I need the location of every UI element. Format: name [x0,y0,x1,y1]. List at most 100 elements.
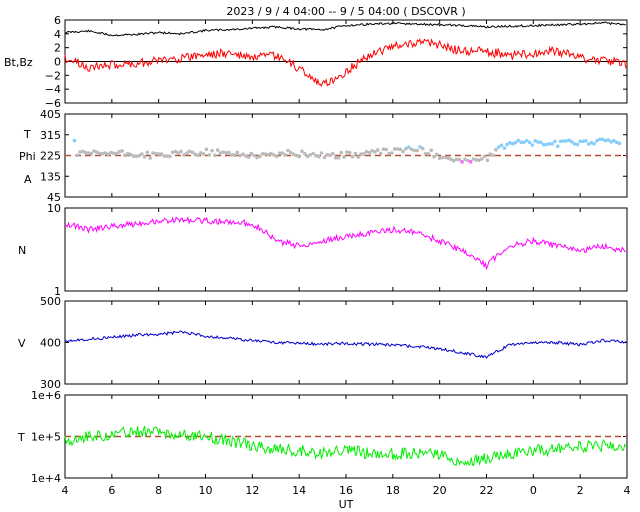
phi-point [477,158,481,162]
y-tick-label: 0 [54,56,61,69]
y-tick-label: −4 [45,83,61,96]
bz-line [64,38,627,88]
phi-point [398,147,403,152]
x-tick-label: 4 [624,484,631,497]
phi-point [86,151,91,155]
x-tick-label: 4 [62,484,69,497]
phi-point [558,139,563,144]
phi-point [317,155,321,159]
phi-point [525,138,529,143]
phi-point [300,149,304,153]
phi-point [395,147,400,151]
y-tick-label: 1e+4 [31,472,61,485]
phi-point [106,152,110,156]
phi-point [179,149,183,154]
phi-point [432,154,436,159]
phi-point [280,151,285,155]
phi-point [182,153,186,157]
phi-point [314,153,318,158]
y-tick-label: 6 [54,14,61,27]
phi-point [255,155,259,160]
phi-point [339,150,344,155]
phi-point [564,139,568,143]
ylabel-phi: Phi [19,150,36,163]
panel-frame [64,207,628,292]
y-tick-label: −2 [45,69,61,82]
phi-point [381,147,386,151]
phi-point [466,158,470,163]
phi-point [463,157,467,161]
phi-point [609,140,613,144]
panel-density: N 10 1 [18,202,628,298]
phi-point [137,153,141,158]
y-tick-label: 1e+5 [31,431,61,444]
phi-point [421,146,425,151]
phi-point [373,150,377,154]
y-tick-label: 500 [40,295,61,308]
chart-title: 2023 / 9 / 4 04:00 -- 9 / 5 04:00 ( DSCO… [226,5,465,18]
phi-point [100,151,105,156]
phi-point [603,138,608,143]
phi-point [376,148,380,152]
phi-point [429,148,434,153]
panel-phi: T Phi A 405 315 225 135 45 [19,108,628,204]
phi-point [482,154,487,159]
phi-point [516,138,521,143]
ylabel-a: A [24,173,32,186]
phi-point [404,147,408,151]
phi-point [156,152,161,156]
phi-point [227,150,231,155]
phi-point [170,150,175,155]
phi-point [154,151,158,156]
phi-point [120,149,124,153]
phi-point [494,147,498,152]
phi-point [589,140,594,145]
phi-point [224,151,228,155]
y-tick-label: 405 [40,108,61,121]
phi-point [536,140,540,144]
y-tick-label: 1e+6 [31,389,61,402]
phi-point [95,150,99,154]
phi-point [168,154,172,159]
phi-point [260,152,265,156]
phi-point [185,151,189,155]
phi-point [142,155,147,159]
phi-point [283,153,287,157]
y-tick-label: 300 [40,378,61,391]
phi-point [539,140,543,145]
phi-point [480,157,484,161]
phi-point [485,158,490,163]
phi-point [530,143,535,147]
phi-point [415,148,420,153]
phi-point [435,152,439,157]
x-tick-label: 20 [433,484,447,497]
phi-point [423,151,428,156]
y-tick-label: 1 [54,285,61,298]
phi-point [238,153,242,158]
ylabel-v: V [18,337,26,350]
phi-point [311,151,316,156]
phi-point [131,154,136,158]
phi-point [370,149,375,153]
phi-point [457,157,462,162]
phi-point [446,156,450,160]
phi-point [451,158,456,163]
phi-point [527,140,532,145]
phi-point [272,153,276,157]
phi-point [614,140,619,145]
phi-point [288,150,293,155]
phi-point [319,151,324,155]
phi-point [277,151,282,155]
x-tick-label: 2 [577,484,584,497]
phi-point [269,151,273,156]
ylabel-bt-bz: Bt,Bz [4,56,33,69]
phi-point [584,139,588,143]
phi-point [331,151,335,156]
phi-point [252,153,256,158]
phi-point [612,139,616,143]
phi-point [471,157,476,161]
phi-point [123,153,127,157]
phi-point [210,148,214,153]
x-tick-label: 0 [530,484,537,497]
